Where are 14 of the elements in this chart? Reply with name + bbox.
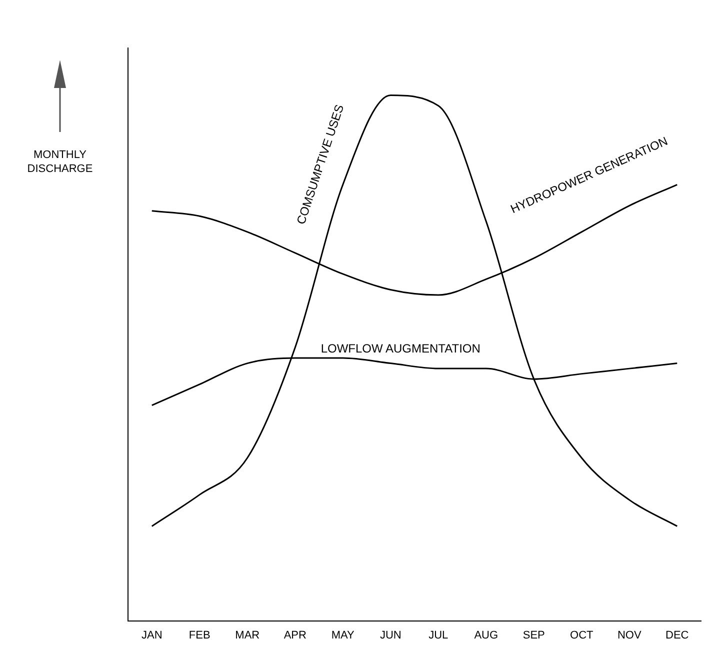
x-tick-label: AUG bbox=[474, 629, 498, 642]
x-tick-label: JUL bbox=[428, 629, 448, 642]
x-tick-label: MAR bbox=[235, 629, 260, 642]
x-tick-label: OCT bbox=[570, 629, 594, 642]
x-tick-label: SEP bbox=[522, 629, 545, 642]
x-tick-label: JUN bbox=[380, 629, 402, 642]
y-axis-title: MONTHLY DISCHARGE bbox=[26, 148, 94, 176]
x-tick-label: APR bbox=[284, 629, 306, 642]
x-tick-label: FEB bbox=[188, 629, 210, 642]
x-tick-label: MAY bbox=[331, 629, 356, 642]
x-tick-label: DEC bbox=[666, 629, 689, 642]
x-tick-label: JAN bbox=[141, 629, 162, 642]
series-label: LOWFLOW AUGMENTATION bbox=[320, 342, 480, 356]
x-tick-label: NOV bbox=[617, 629, 642, 642]
